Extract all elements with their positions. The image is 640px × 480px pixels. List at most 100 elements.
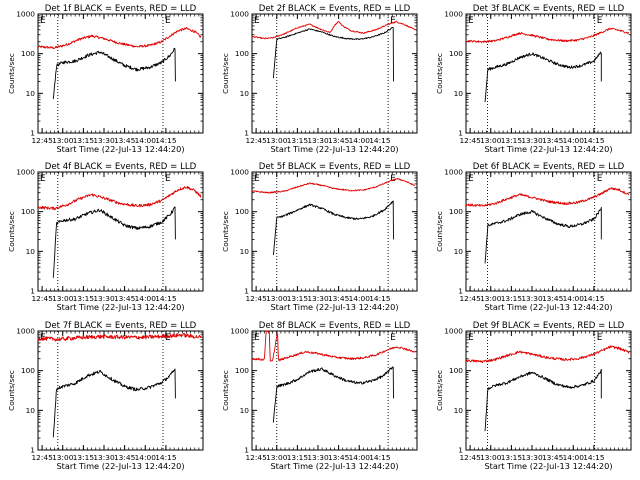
x-axis-label: Start Time (22-Jul-13 12:44:20)	[484, 461, 612, 471]
y-axis-label: Counts/sec	[221, 53, 230, 94]
x-tick-label: 13:15	[501, 294, 523, 303]
y-axis-label: Counts/sec	[435, 370, 444, 411]
y-tick-label: 1000	[16, 327, 35, 336]
y-tick-label: 100	[449, 49, 463, 58]
panel-1: Det 1f BLACK = Events, RED = LLD 1 10 100 10…	[7, 4, 204, 154]
events-series	[484, 368, 602, 432]
plot-frame	[37, 330, 204, 451]
y-tick-label: 10	[240, 247, 250, 256]
x-tick-label: 13:30	[307, 136, 329, 145]
x-tick-label: 13:00	[266, 136, 288, 145]
x-tick-label: 13:30	[93, 453, 115, 462]
plot-frame	[465, 330, 632, 451]
plot-frame	[251, 13, 418, 134]
x-tick-label: 14:00	[563, 136, 585, 145]
lld-series	[251, 20, 416, 40]
x-axis-label: Start Time (22-Jul-13 12:44:20)	[270, 461, 398, 471]
panel-title: Det 3f BLACK = Events, RED = LLD	[473, 4, 625, 14]
y-tick-label: 1	[244, 446, 249, 455]
lld-series	[465, 187, 629, 207]
x-tick-label: 14:00	[349, 453, 371, 462]
x-axis-label: Start Time (22-Jul-13 12:44:20)	[484, 302, 612, 312]
marker-label: E	[390, 16, 396, 26]
x-tick-label: 13:00	[266, 453, 288, 462]
lld-series	[37, 26, 202, 50]
corner-label: E	[468, 16, 474, 26]
marker-label: E	[390, 333, 396, 343]
plot-frame	[465, 13, 632, 134]
y-tick-label: 1	[458, 287, 463, 296]
x-tick-label: 13:00	[52, 453, 74, 462]
x-tick-label: 12:45	[459, 453, 481, 462]
plot-frame	[37, 13, 204, 134]
y-tick-label: 100	[449, 207, 463, 216]
x-tick-label: 14:15	[155, 453, 177, 462]
panel-9: Det 9f BLACK = Events, RED = LLD 1 10 100 10…	[435, 321, 632, 471]
y-axis-label: Counts/sec	[7, 370, 16, 411]
y-tick-label: 1000	[16, 168, 35, 177]
panel-6: Det 6f BLACK = Events, RED = LLD 1 10 100 10…	[435, 162, 632, 312]
x-tick-label: 13:45	[328, 453, 350, 462]
y-tick-label: 100	[21, 366, 35, 375]
marker-label: E	[597, 333, 603, 343]
panel-title: Det 5f BLACK = Events, RED = LLD	[259, 162, 411, 172]
x-tick-label: 12:45	[31, 136, 53, 145]
y-tick-label: 10	[454, 247, 464, 256]
x-tick-label: 13:00	[52, 136, 74, 145]
corner-label: E	[40, 174, 46, 184]
y-tick-label: 1000	[444, 10, 463, 19]
x-tick-label: 13:45	[114, 294, 136, 303]
panel-7: Det 7f BLACK = Events, RED = LLD 1 10 100 10…	[7, 321, 204, 471]
y-tick-label: 1000	[230, 327, 249, 336]
x-tick-label: 14:00	[135, 136, 157, 145]
events-series	[272, 200, 394, 256]
x-tick-label: 13:45	[114, 453, 136, 462]
y-tick-label: 1000	[230, 168, 249, 177]
lld-series	[37, 185, 202, 211]
y-tick-label: 10	[240, 406, 250, 415]
corner-label: E	[468, 333, 474, 343]
y-tick-label: 100	[21, 49, 35, 58]
x-tick-label: 13:15	[501, 136, 523, 145]
x-tick-label: 14:15	[583, 453, 605, 462]
x-axis-label: Start Time (22-Jul-13 12:44:20)	[270, 302, 398, 312]
y-tick-label: 1	[244, 129, 249, 138]
lld-series	[466, 27, 630, 43]
x-tick-label: 12:45	[31, 294, 53, 303]
y-tick-label: 10	[454, 406, 464, 415]
x-tick-label: 13:45	[114, 136, 136, 145]
y-tick-label: 1	[458, 446, 463, 455]
lld-series	[465, 345, 630, 364]
x-tick-label: 13:15	[73, 453, 95, 462]
x-axis-label: Start Time (22-Jul-13 12:44:20)	[270, 144, 398, 154]
x-tick-label: 13:30	[521, 136, 543, 145]
panel-title: Det 2f BLACK = Events, RED = LLD	[259, 4, 411, 14]
x-tick-label: 14:00	[135, 453, 157, 462]
events-series	[272, 366, 394, 423]
y-tick-label: 10	[26, 247, 36, 256]
x-tick-label: 13:15	[287, 136, 309, 145]
panel-3: Det 3f BLACK = Events, RED = LLD 1 10 100 10…	[435, 4, 632, 154]
panel-2: Det 2f BLACK = Events, RED = LLD 1 10 100 10…	[221, 4, 418, 154]
panel-title: Det 6f BLACK = Events, RED = LLD	[473, 162, 625, 172]
y-tick-label: 1	[458, 129, 463, 138]
y-axis-label: Counts/sec	[221, 370, 230, 411]
plot-frame	[251, 171, 418, 292]
x-tick-label: 13:45	[542, 136, 564, 145]
x-tick-label: 13:00	[266, 294, 288, 303]
x-tick-label: 13:30	[521, 294, 543, 303]
events-series	[272, 26, 394, 82]
x-tick-label: 13:45	[542, 294, 564, 303]
x-tick-label: 14:15	[583, 294, 605, 303]
y-axis-label: Counts/sec	[7, 211, 16, 252]
corner-label: E	[254, 174, 260, 184]
panel-title: Det 1f BLACK = Events, RED = LLD	[45, 4, 197, 14]
panel-title: Det 9f BLACK = Events, RED = LLD	[473, 321, 625, 331]
y-tick-label: 1000	[444, 327, 463, 336]
y-axis-label: Counts/sec	[7, 53, 16, 94]
y-axis-label: Counts/sec	[435, 53, 444, 94]
x-tick-label: 13:30	[93, 136, 115, 145]
x-tick-label: 13:15	[501, 453, 523, 462]
x-tick-label: 13:00	[52, 294, 74, 303]
